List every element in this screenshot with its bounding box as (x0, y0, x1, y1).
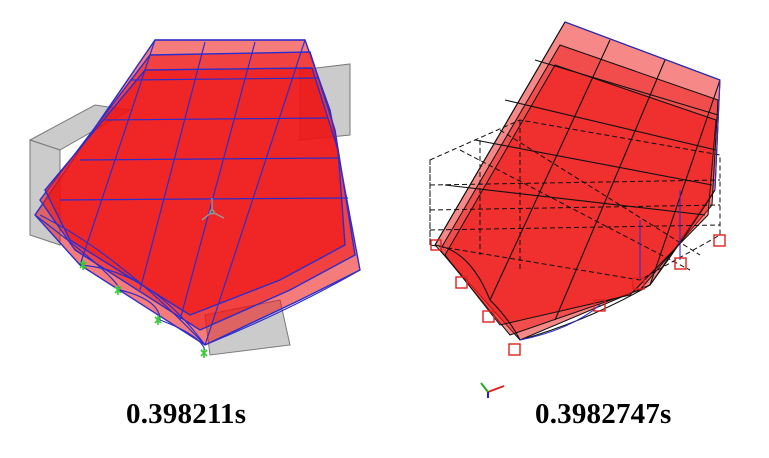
right-undeformed-frame (429, 119, 721, 281)
pinned-support-icon (713, 234, 726, 247)
left-supports (79, 260, 208, 358)
fixed-support-icon (114, 285, 122, 295)
pinned-support-icon (508, 343, 521, 356)
axis-triad-icon (201, 198, 225, 221)
global-axis-triad-icon (480, 382, 505, 398)
right-deformed-model (429, 21, 726, 356)
left-deformed-model (28, 39, 361, 358)
pinned-support-icon (674, 257, 687, 270)
pinned-support-icon (632, 277, 645, 290)
left-slab-layers (34, 39, 361, 346)
fixed-support-icon (79, 260, 87, 270)
pinned-support-icon (430, 239, 442, 251)
right-supports (430, 234, 726, 356)
pinned-support-icon (593, 299, 606, 312)
fixed-support-icon (200, 348, 208, 358)
fixed-support-icon (154, 315, 162, 325)
left-frame-grid (34, 39, 361, 351)
right-slab-layers (434, 21, 721, 341)
left-time-caption: 0.398211s (126, 398, 247, 430)
pinned-support-icon (455, 276, 468, 289)
pinned-support-icon (482, 310, 495, 323)
right-time-caption: 0.3982747s (535, 398, 672, 430)
